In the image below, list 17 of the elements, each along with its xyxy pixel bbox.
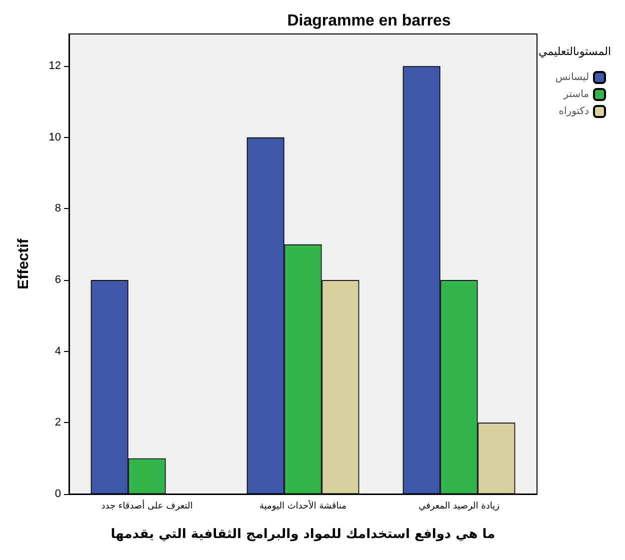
legend-label: ماستر <box>562 89 589 100</box>
y-tick-label: 8 <box>54 202 61 215</box>
y-tick-label: 2 <box>54 416 61 429</box>
x-tick-label: التعرف على أصدقاء جدد <box>101 500 193 512</box>
legend-title: المستوىالتعليمي <box>538 45 612 58</box>
y-tick-label: 4 <box>54 345 61 358</box>
y-tick-label: 6 <box>54 274 61 286</box>
y-tick-label: 10 <box>48 131 61 144</box>
y-tick-label: 12 <box>48 60 61 72</box>
legend-label: ليسانس <box>555 72 589 83</box>
x-axis-title: ما هي دوافع استخدامك للمواد والبرامج الثقافية التي يقدمها <box>110 527 496 542</box>
legend-label: دكتوراه <box>558 106 589 117</box>
x-tick-label: زيادة الرصيد المعرفي <box>418 502 500 512</box>
x-tick-label: مناقشة الأحداث اليومية <box>259 500 347 512</box>
y-tick-label: 0 <box>54 488 61 500</box>
y-axis-title: Effectif <box>15 238 32 290</box>
chart-title: Diagramme en barres <box>287 12 451 30</box>
